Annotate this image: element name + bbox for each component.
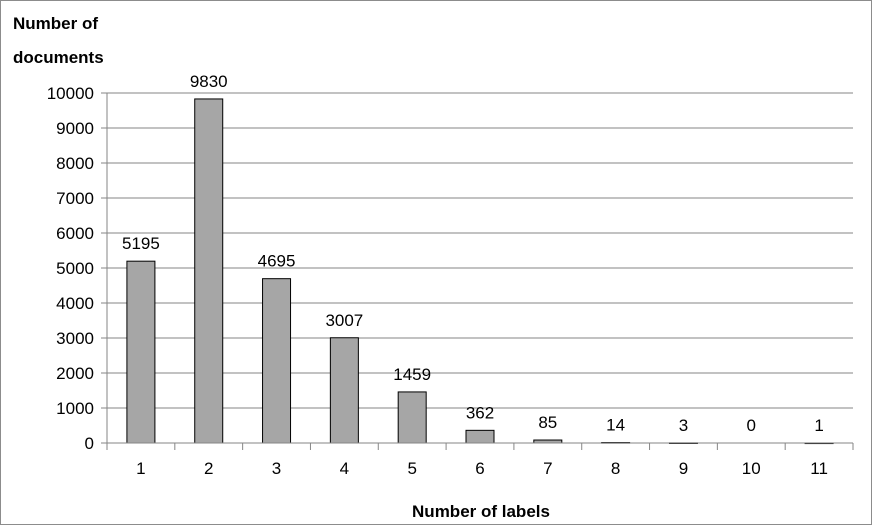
- x-tick-label-10: 10: [742, 459, 761, 478]
- data-label-1: 5195: [122, 234, 160, 253]
- x-tick-label-2: 2: [204, 459, 213, 478]
- x-tick-label-4: 4: [340, 459, 349, 478]
- y-tick-label: 8000: [56, 154, 94, 173]
- y-tick-label: 1000: [56, 399, 94, 418]
- data-label-6: 362: [466, 403, 494, 422]
- y-tick-label: 4000: [56, 294, 94, 313]
- y-tick-label: 5000: [56, 259, 94, 278]
- data-label-10: 0: [747, 416, 756, 435]
- bar-5: [397, 391, 427, 444]
- x-tick-label-3: 3: [272, 459, 281, 478]
- bar-6: [465, 429, 495, 444]
- data-label-8: 14: [606, 416, 625, 435]
- x-tick-label-5: 5: [407, 459, 416, 478]
- x-tick-label-6: 6: [475, 459, 484, 478]
- y-tick-label: 10000: [47, 84, 94, 103]
- data-label-5: 1459: [393, 365, 431, 384]
- y-tick-labels: 0 1000 2000 3000 4000 5000 6000 7000 8000 9000 100…: [47, 84, 94, 453]
- axes: [101, 92, 854, 450]
- data-labels: 5195 9830 4695 3007 1459 362 85 14 3 0 1: [122, 72, 824, 435]
- data-label-11: 1: [814, 416, 823, 435]
- x-tick-label-11: 11: [810, 459, 828, 478]
- x-tick-label-1: 1: [136, 459, 145, 478]
- x-tick-label-7: 7: [543, 459, 552, 478]
- y-tick-label: 9000: [56, 119, 94, 138]
- data-label-3: 4695: [258, 252, 296, 271]
- data-label-2: 9830: [190, 72, 228, 91]
- y-tick-label: 0: [85, 434, 94, 453]
- bar-1: [126, 260, 156, 444]
- data-label-9: 3: [679, 416, 688, 435]
- x-tick-labels: 1 2 3 4 5 6 7 8 9 10 11: [136, 459, 828, 478]
- y-axis-title-line-2: documents: [13, 48, 104, 67]
- bar-2: [194, 98, 224, 444]
- y-tick-label: 3000: [56, 329, 94, 348]
- x-tick-label-8: 8: [611, 459, 620, 478]
- bar-4: [329, 337, 359, 444]
- y-tick-label: 6000: [56, 224, 94, 243]
- y-tick-label: 2000: [56, 364, 94, 383]
- bars: [126, 98, 834, 445]
- y-tick-label: 7000: [56, 189, 94, 208]
- x-axis-title: Number of labels: [412, 502, 550, 521]
- bar-3: [262, 278, 292, 444]
- x-tick-label-9: 9: [679, 459, 688, 478]
- gridlines: [107, 92, 853, 409]
- y-axis-title-line-1: Number of: [13, 14, 98, 33]
- data-label-7: 85: [538, 413, 557, 432]
- data-label-4: 3007: [325, 311, 363, 330]
